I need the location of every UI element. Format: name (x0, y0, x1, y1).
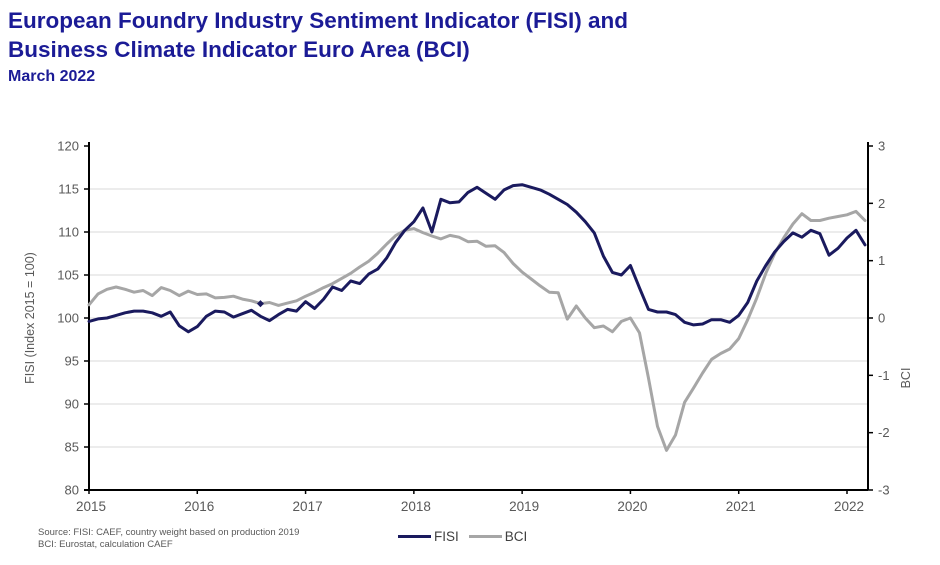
left-tick-label-90: 90 (65, 397, 79, 412)
x-tick-label-2017: 2017 (293, 499, 323, 514)
x-tick-label-2018: 2018 (401, 499, 431, 514)
right-tick-label-1: 1 (878, 253, 885, 268)
x-tick-label-2021: 2021 (726, 499, 756, 514)
x-tick-label-2020: 2020 (617, 499, 647, 514)
chart-subtitle-date: March 2022 (8, 68, 96, 85)
fisi-line-swatch-icon (398, 535, 431, 538)
source-note-line-2: BCI: Eurostat, calculation CAEF (38, 538, 173, 550)
left-tick-label-80: 80 (65, 483, 79, 498)
left-tick-label-95: 95 (65, 354, 79, 369)
right-tick-label-3: 3 (878, 139, 885, 154)
bci-series-line (87, 209, 867, 452)
x-tick-label-2019: 2019 (509, 499, 539, 514)
right-tick-label-2: 2 (878, 196, 885, 211)
chart-area: 120 115 110 105 100 95 90 85 80 3 2 1 0 -1 -2 -3 2015 201… (0, 130, 940, 550)
right-tick-label-0: 0 (878, 311, 885, 326)
chart-title-line-1: European Foundry Industry Sentiment Indi… (8, 8, 629, 33)
right-tick-label--2: -2 (878, 425, 890, 440)
legend-label-bci: BCI (504, 529, 528, 544)
left-tick-label-120: 120 (57, 139, 79, 154)
left-tick-label-110: 110 (58, 225, 79, 240)
line-chart-canvas: 120 115 110 105 100 95 90 85 80 3 2 1 0 -1 -2 -3 2015 201… (23, 139, 913, 515)
right-tick-label--1: -1 (878, 368, 890, 383)
chart-legend: FISI BCI (398, 529, 527, 544)
right-axis-title: BCI (899, 368, 913, 389)
x-tick-label-2016: 2016 (184, 499, 214, 514)
fisi-series-line (87, 183, 867, 334)
chart-title-block: European Foundry Industry Sentiment Indi… (8, 6, 928, 88)
source-note-line-1: Source: FISI: CAEF, country weight based… (38, 527, 300, 538)
legend-item-bci: BCI (468, 529, 528, 544)
left-tick-label-105: 105 (57, 268, 79, 283)
crossover-marker-dot (256, 300, 264, 308)
legend-label-fisi: FISI (434, 529, 459, 544)
left-tick-label-85: 85 (65, 440, 79, 455)
chart-title-line-2: Business Climate Indicator Euro Area (BC… (8, 37, 470, 62)
x-tick-label-2015: 2015 (76, 499, 106, 514)
left-tick-label-100: 100 (57, 311, 79, 326)
left-tick-label-115: 115 (58, 182, 79, 197)
source-note: Source: FISI: CAEF, country weight based… (38, 527, 299, 550)
right-tick-label--3: -3 (878, 483, 890, 498)
legend-item-fisi: FISI (398, 529, 459, 544)
left-axis-title: FISI (Index 2015 = 100) (23, 252, 37, 384)
x-tick-label-2022: 2022 (834, 499, 864, 514)
bci-line-swatch-icon (468, 535, 502, 538)
